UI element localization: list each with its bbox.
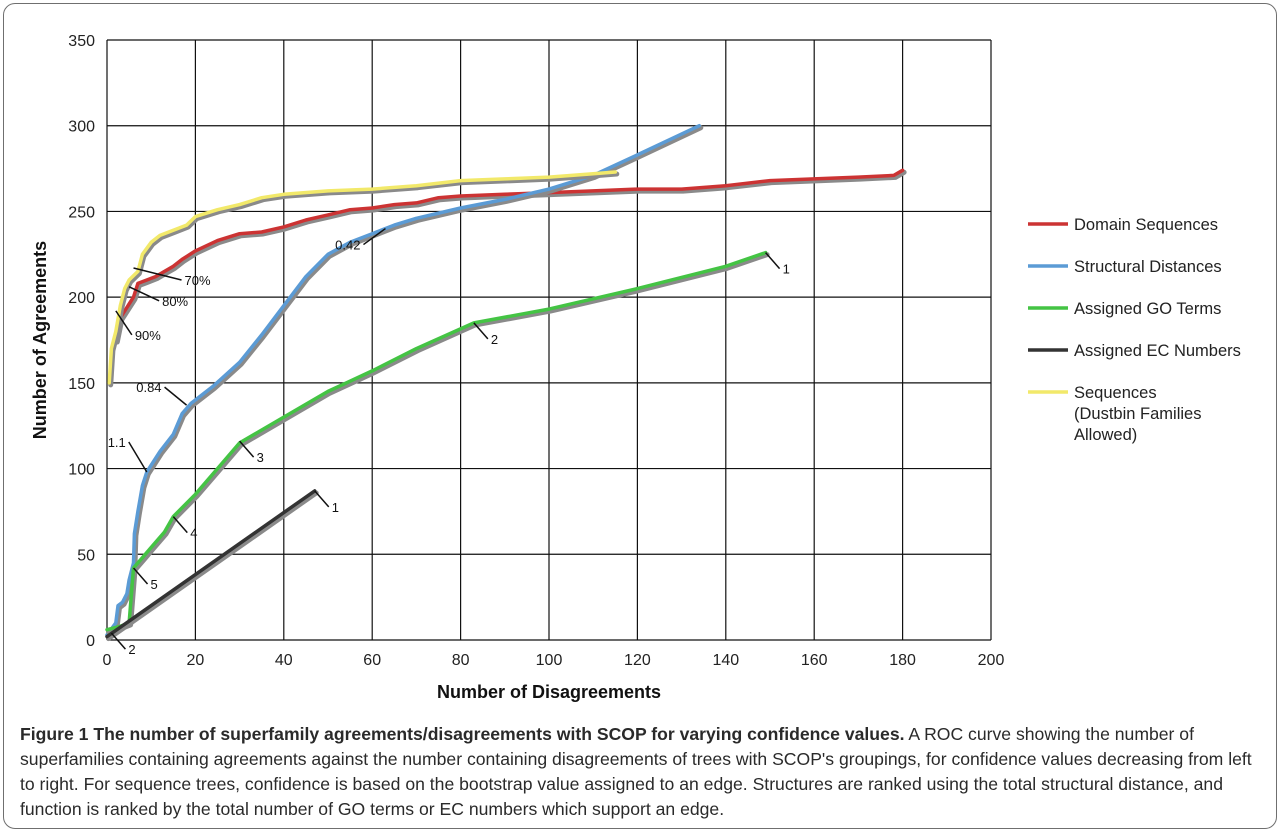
series-line-assigned-go-terms xyxy=(105,250,768,632)
y-tick-label: 100 xyxy=(68,462,95,479)
series-shadow-assigned-go-terms xyxy=(106,252,770,635)
legend-label-line: Allowed) xyxy=(1074,426,1137,444)
annotation-label: 2 xyxy=(491,332,498,347)
legend-label: Sequences (Dustbin Families Allowed) xyxy=(1074,384,1201,444)
annotation-leader xyxy=(115,310,133,336)
legend-label: Structural Distances xyxy=(1074,258,1222,276)
annotation-leader xyxy=(133,267,182,281)
series-line-sequences-dustbin-families-allowed xyxy=(107,170,618,385)
y-tick-label: 0 xyxy=(86,633,95,650)
figure-caption: Figure 1 The number of superfamily agree… xyxy=(20,722,1268,822)
series-line-assigned-ec-numbers xyxy=(105,489,317,639)
series-line-domain-sequences xyxy=(114,168,905,342)
annotation-label: 90% xyxy=(135,328,161,343)
x-tick-label: 40 xyxy=(275,652,293,669)
x-tick-label: 20 xyxy=(187,652,205,669)
series-shadow-domain-sequences xyxy=(114,169,907,345)
legend-label-line: Domain Sequences xyxy=(1074,216,1218,234)
annotation-label: 80% xyxy=(162,294,188,309)
x-tick-label: 120 xyxy=(624,652,651,669)
legend-label-line: Structural Distances xyxy=(1074,258,1222,276)
series-shadow-assigned-ec-numbers xyxy=(106,490,319,642)
annotation-leader xyxy=(172,516,188,534)
x-tick-label: 200 xyxy=(978,652,1005,669)
x-axis-title: Number of Disagreements xyxy=(437,682,661,702)
annotation-label: 3 xyxy=(257,450,264,465)
annotation-label: 2 xyxy=(128,642,135,657)
y-axis-title: Number of Agreements xyxy=(30,241,50,439)
annotation-leader xyxy=(314,490,330,508)
figure-frame xyxy=(3,3,1277,829)
annotation-leader xyxy=(363,227,386,246)
annotation-label: 1.1 xyxy=(108,435,126,450)
x-tick-label: 180 xyxy=(889,652,916,669)
grid xyxy=(106,39,992,641)
legend-label-line: (Dustbin Families xyxy=(1074,405,1201,423)
annotation-leader xyxy=(765,252,781,270)
legend-label: Assigned EC Numbers xyxy=(1074,342,1241,360)
annotation-leader xyxy=(128,441,148,473)
x-tick-label: 80 xyxy=(452,652,470,669)
legend-label: Domain Sequences xyxy=(1074,216,1218,234)
annotation-label: 4 xyxy=(190,526,197,541)
tick-labels: 0 20 40 60 80 100 120 140 160 180 200 0 50 100 150 200 2… xyxy=(68,33,1004,669)
series-shadow-structural-distances xyxy=(106,125,704,640)
annotation-leader xyxy=(128,286,160,302)
x-tick-label: 60 xyxy=(363,652,381,669)
annotations: 70% 80% 90% 0.42 0.84 1.1 1 2 3 4 5 1 2 xyxy=(108,227,790,657)
y-tick-label: 350 xyxy=(68,33,95,50)
y-tick-label: 50 xyxy=(77,547,95,564)
annotation-leader xyxy=(164,386,188,406)
legend-label-line: Assigned EC Numbers xyxy=(1074,342,1241,360)
roc-chart: 0 20 40 60 80 100 120 140 160 180 200 0 50 100 150 200 2… xyxy=(30,33,1241,702)
annotation-leader xyxy=(473,322,489,340)
x-tick-label: 140 xyxy=(712,652,739,669)
series-lines xyxy=(105,123,907,642)
caption-title: Figure 1 The number of superfamily agree… xyxy=(20,724,905,744)
y-tick-label: 300 xyxy=(68,119,95,136)
legend: Domain Sequences Structural Distances Assi… xyxy=(1028,216,1241,444)
x-tick-label: 100 xyxy=(536,652,563,669)
x-tick-label: 0 xyxy=(103,652,112,669)
series-line-structural-distances xyxy=(105,123,702,637)
x-tick-label: 160 xyxy=(801,652,828,669)
annotation-label: 5 xyxy=(151,577,158,592)
legend-label-line: Sequences xyxy=(1074,384,1157,402)
series-shadow-sequences-dustbin-families-allowed xyxy=(108,171,620,388)
annotation-leader xyxy=(110,632,126,650)
y-tick-label: 250 xyxy=(68,204,95,221)
legend-label: Assigned GO Terms xyxy=(1074,300,1221,318)
annotation-label: 1 xyxy=(783,262,790,277)
y-tick-label: 150 xyxy=(68,376,95,393)
annotation-label: 0.84 xyxy=(136,380,161,395)
caption-body: A ROC curve showing the number of superf… xyxy=(20,724,1252,819)
legend-label-line: Assigned GO Terms xyxy=(1074,300,1221,318)
annotation-label: 0.42 xyxy=(335,238,360,253)
annotation-label: 70% xyxy=(185,273,211,288)
annotation-leader xyxy=(132,567,149,585)
y-tick-label: 200 xyxy=(68,290,95,307)
annotation-leader xyxy=(239,440,255,458)
annotation-label: 1 xyxy=(332,500,339,515)
